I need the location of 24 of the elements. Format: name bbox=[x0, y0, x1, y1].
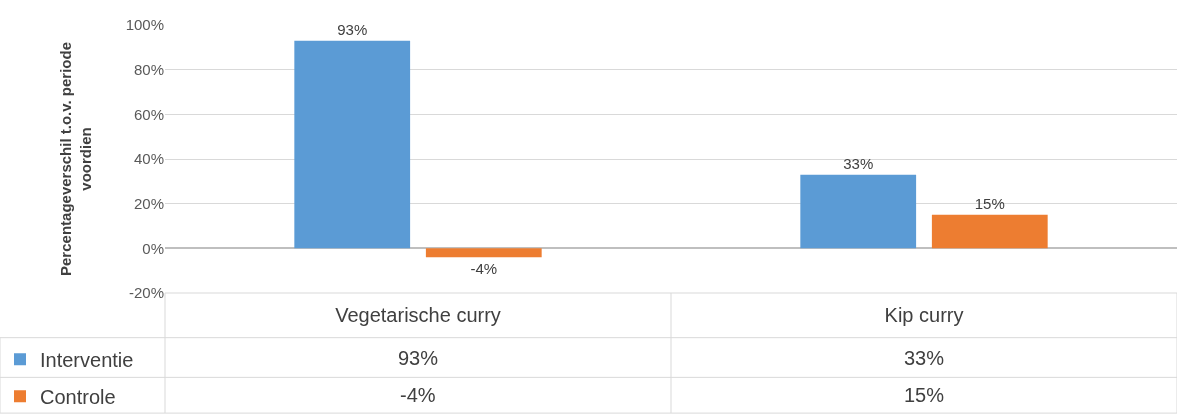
y-tick-label: 0% bbox=[142, 239, 164, 257]
y-axis-title: Percentageverschil t.o.v. periode voordien bbox=[57, 42, 94, 276]
y-tick-label: 60% bbox=[133, 105, 164, 123]
bar bbox=[931, 214, 1048, 249]
legend-label: Interventie bbox=[40, 348, 134, 371]
y-tick-label: 80% bbox=[133, 60, 164, 78]
x-tick-label: Vegetarische curry bbox=[335, 304, 501, 326]
y-tick-label: 40% bbox=[133, 150, 164, 168]
text: 15% bbox=[974, 194, 1005, 212]
bar bbox=[294, 40, 411, 249]
bar bbox=[425, 248, 542, 258]
y-tick-label: -20% bbox=[128, 284, 164, 302]
bar bbox=[800, 174, 917, 249]
text: 33% bbox=[843, 154, 874, 172]
y-tick-label: 100% bbox=[125, 16, 164, 34]
text: -4% bbox=[470, 260, 498, 278]
data-label: 93% bbox=[398, 347, 439, 369]
text: 93% bbox=[337, 20, 368, 38]
y-tick-label: 20% bbox=[133, 194, 164, 212]
data-label: 33% bbox=[904, 347, 945, 369]
x-tick-label: Kip curry bbox=[884, 304, 964, 326]
data-label: 15% bbox=[904, 384, 945, 406]
legend-label: Controle bbox=[40, 385, 116, 408]
data-label: -4% bbox=[400, 384, 436, 406]
